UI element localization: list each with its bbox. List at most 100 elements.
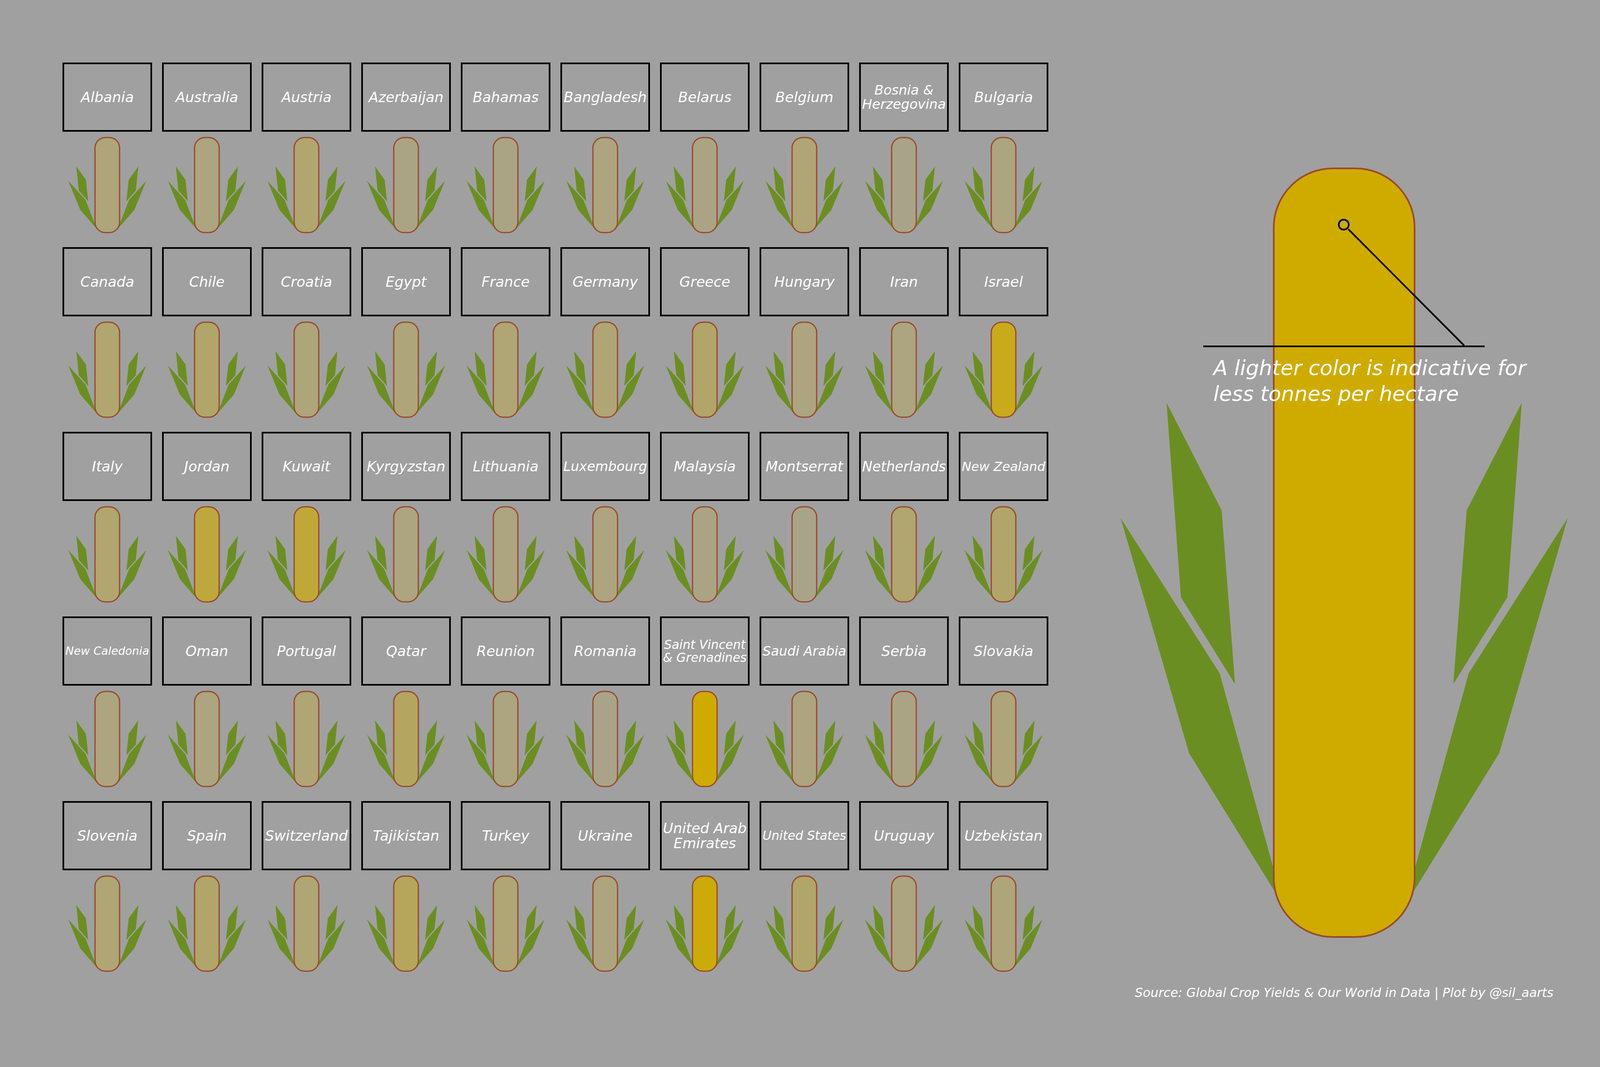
ear-base <box>891 875 917 971</box>
label-box <box>660 432 749 500</box>
leaf <box>715 734 744 783</box>
label-box <box>959 63 1048 131</box>
leaf <box>872 905 885 940</box>
leaf <box>615 734 645 783</box>
label-line: Iran <box>890 273 918 290</box>
corn-ear <box>95 137 120 233</box>
country-label: Bangladesh <box>563 88 647 106</box>
legend-ear <box>1273 168 1415 937</box>
leaf <box>773 351 786 386</box>
country-label: Malaysia <box>673 457 736 475</box>
label-line: Germany <box>572 273 639 290</box>
label-box <box>461 247 550 316</box>
country-label: Greece <box>679 273 731 290</box>
label-line: United Arab <box>662 820 747 837</box>
annotation: less tonnes per hectare <box>1213 381 1459 406</box>
label-line: Bangladesh <box>563 88 647 106</box>
ear-base <box>592 506 618 602</box>
label-box <box>461 63 550 131</box>
leaf <box>574 166 587 202</box>
corn-ear <box>792 691 817 787</box>
legend: A lighter color is indicative forless to… <box>1120 168 1568 937</box>
label-box <box>860 247 948 316</box>
ear-base <box>692 322 718 418</box>
label-line: Portugal <box>276 642 337 660</box>
leaf <box>972 535 985 571</box>
country-cell: Qatar <box>362 617 450 787</box>
label-line: United States <box>762 827 847 843</box>
ear-base <box>692 506 718 602</box>
country-label: Saint Vincent& Grenadines <box>662 637 747 665</box>
leaf <box>117 180 147 229</box>
leaf <box>972 905 985 940</box>
label-line: Jordan <box>181 457 230 475</box>
ear-base <box>991 691 1016 787</box>
leaf <box>217 734 246 783</box>
label-box <box>362 247 450 316</box>
leaf <box>217 365 246 414</box>
leaf <box>914 734 943 783</box>
annotation-dot <box>1338 219 1349 230</box>
ear-base <box>194 506 220 602</box>
label-line: Malaysia <box>673 457 736 475</box>
leaf <box>317 734 346 783</box>
leaf <box>317 365 346 414</box>
corn-ear <box>692 875 718 971</box>
leaf <box>375 166 388 202</box>
leaf <box>1014 550 1043 598</box>
corn-ear <box>792 875 817 971</box>
label-box <box>561 617 650 685</box>
label-line: Greece <box>679 273 731 290</box>
label-line: Reunion <box>476 642 535 660</box>
country-cell: Slovakia <box>959 617 1048 787</box>
label-box <box>162 432 251 500</box>
label-box <box>660 63 749 131</box>
country-label: Chile <box>189 273 225 290</box>
ear-base <box>692 875 718 971</box>
leaf <box>815 180 844 229</box>
country-cell: Kyrgyzstan <box>362 432 450 602</box>
ear-base <box>991 875 1016 971</box>
country-cell: Montserrat <box>760 432 849 602</box>
country-label: Uzbekistan <box>964 827 1043 844</box>
label-box <box>561 63 650 131</box>
label-line: Kyrgyzstan <box>366 457 445 475</box>
country-label: France <box>481 273 530 290</box>
corn-ear <box>194 506 220 602</box>
country-label: Serbia <box>881 642 927 660</box>
label-line: Netherlands <box>862 458 946 475</box>
ear-base <box>294 691 319 787</box>
leaf <box>76 720 89 755</box>
label-box <box>362 432 450 500</box>
leaf <box>815 919 844 968</box>
corn-ear <box>493 691 518 787</box>
label-line: Luxembourg <box>563 458 648 475</box>
country-cell: Serbia <box>860 617 948 787</box>
label-box <box>959 801 1048 870</box>
corn-ear <box>294 322 319 418</box>
leaf <box>1166 402 1235 684</box>
leaf <box>972 166 985 202</box>
label-box <box>362 801 450 870</box>
ear-base <box>592 875 618 971</box>
country-label: Belgium <box>775 88 834 106</box>
country-label: Switzerland <box>265 827 348 844</box>
label-box <box>63 617 152 685</box>
ear-base <box>592 137 618 233</box>
leaf <box>474 905 487 940</box>
country-cell: Iran <box>860 247 948 418</box>
ear-base <box>493 875 518 971</box>
source: Source: Global Crop Yields & Our World i… <box>1135 985 1554 1000</box>
label-box <box>660 801 749 870</box>
label-line: Egypt <box>385 273 428 290</box>
country-cell: Saint Vincent& Grenadines <box>660 617 749 787</box>
grid: AlbaniaAustraliaAustriaAzerbaijanBahamas… <box>63 63 1048 971</box>
country-cell: Bahamas <box>461 63 550 233</box>
ear-base <box>792 137 817 233</box>
leaf <box>516 550 545 598</box>
leaf <box>375 351 388 386</box>
label-box <box>162 247 251 316</box>
leaf <box>815 365 844 414</box>
ear-base <box>692 691 718 787</box>
corn-ear <box>592 322 618 418</box>
